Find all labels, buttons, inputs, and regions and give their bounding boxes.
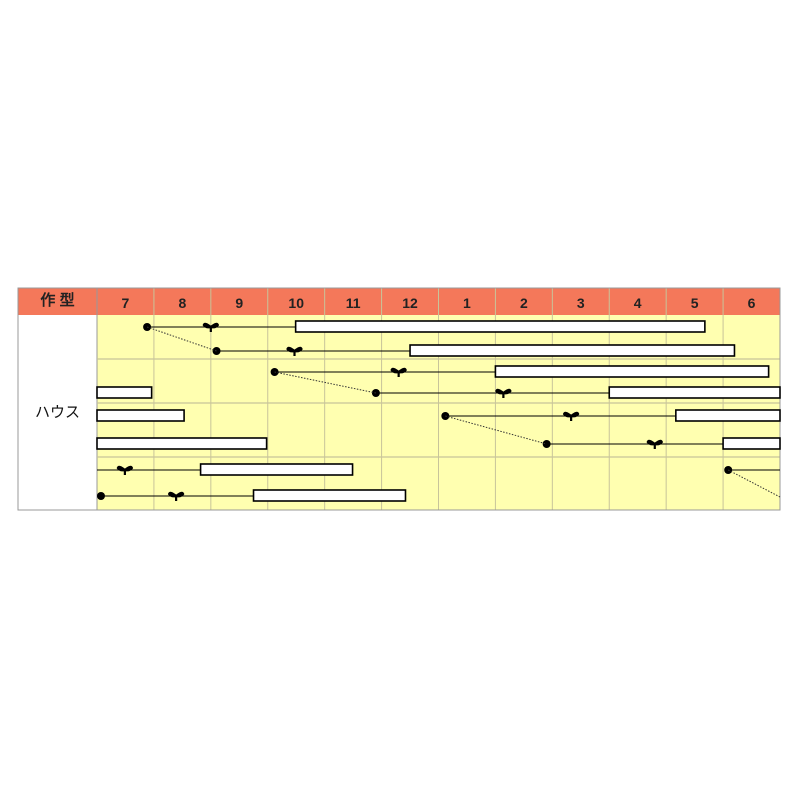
- month-label-4: 4: [634, 295, 642, 311]
- sowing-dot: [96, 492, 105, 500]
- harvest-bar: [252, 489, 407, 502]
- harvest-bar: [96, 409, 185, 422]
- month-label-10: 10: [288, 295, 304, 311]
- sprout-shape: [495, 388, 512, 398]
- header-background: [18, 288, 780, 315]
- sprout-icon: [116, 465, 134, 475]
- sowing-connector: [445, 415, 547, 445]
- month-label-2: 2: [520, 295, 528, 311]
- sowing-connector: [274, 371, 376, 394]
- sprout-shape: [286, 346, 303, 356]
- harvest-bar: [199, 463, 354, 476]
- sprout-icon: [286, 346, 303, 356]
- harvest-bar: [722, 437, 781, 450]
- month-label-1: 1: [463, 295, 471, 311]
- label-column: [18, 315, 97, 510]
- sowing-connector: [727, 469, 781, 498]
- harvest-bar: [608, 386, 781, 399]
- sprout-icon: [562, 411, 580, 421]
- harvest-bar: [494, 365, 770, 378]
- month-label-8: 8: [178, 295, 186, 311]
- month-label-9: 9: [235, 295, 243, 311]
- sprout-icon: [167, 491, 185, 501]
- month-label-11: 11: [346, 295, 361, 311]
- harvest-bar: [294, 320, 706, 333]
- month-label-3: 3: [577, 295, 585, 311]
- sprout-icon: [495, 388, 512, 398]
- harvest-bar: [409, 344, 736, 357]
- month-label-12: 12: [402, 295, 418, 311]
- month-label-5: 5: [691, 295, 699, 311]
- harvest-bar: [675, 409, 781, 422]
- harvest-bar: [96, 437, 268, 450]
- header-label: 作 型: [40, 292, 75, 309]
- sprout-icon: [646, 439, 663, 449]
- sprout-icon: [202, 322, 220, 332]
- sprout-shape: [167, 491, 185, 501]
- sprout-shape: [562, 411, 580, 421]
- sprout-shape: [646, 439, 663, 449]
- month-label-6: 6: [748, 295, 756, 311]
- sprout-icon: [390, 367, 407, 377]
- harvest-bar: [96, 386, 153, 399]
- month-label-7: 7: [122, 295, 130, 311]
- group-label: ハウス: [34, 404, 80, 421]
- sprout-shape: [202, 322, 220, 332]
- sprout-shape: [116, 465, 134, 475]
- table-border: [17, 287, 781, 511]
- sowing-connector: [146, 326, 217, 352]
- sprout-shape: [390, 367, 407, 377]
